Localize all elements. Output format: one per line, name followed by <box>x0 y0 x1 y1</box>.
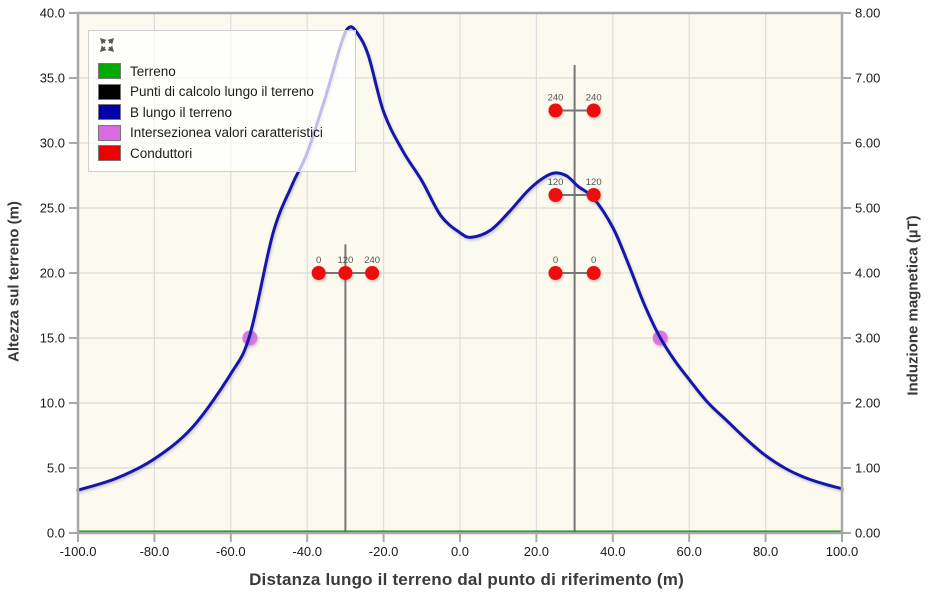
y-right-tick-label: 4.00 <box>855 266 880 281</box>
legend-item: Terreno <box>98 61 346 82</box>
x-axis-title: Distanza lungo il terreno dal punto di r… <box>249 570 684 589</box>
y-right-tick-label: 1.00 <box>855 461 880 476</box>
x-tick-label: 40.0 <box>600 544 625 559</box>
y-right-tick-label: 0.00 <box>855 526 880 541</box>
expand-arrows-icon[interactable] <box>99 37 115 53</box>
y-left-tick-label: 5.0 <box>47 461 65 476</box>
legend-swatch <box>98 63 121 80</box>
legend-swatch <box>98 104 121 121</box>
conductor-phase-label: 240 <box>548 93 564 104</box>
conductor-phase-label: 120 <box>337 255 353 266</box>
conductor-dot <box>548 188 563 202</box>
legend-item: Punti di calcolo lungo il terreno <box>98 82 346 103</box>
y-right-tick-label: 5.00 <box>855 201 880 216</box>
legend: Terreno Punti di calcolo lungo il terreno… <box>88 30 356 172</box>
x-tick-label: 20.0 <box>524 544 549 559</box>
x-tick-label: -40.0 <box>292 544 322 559</box>
y-right-axis-title: Induzione magnetica (µT) <box>904 215 922 396</box>
legend-item: B lungo il terreno <box>98 102 346 123</box>
legend-item-label: Intersezionea valori caratteristici <box>130 125 323 141</box>
conductor-phase-label: 0 <box>553 255 558 266</box>
conductor-phase-label: 0 <box>316 255 321 266</box>
y-right-tick-label: 8.00 <box>855 6 880 21</box>
plot-frame <box>76 11 844 535</box>
y-left-tick-label: 35.0 <box>40 71 65 86</box>
x-tick-label: -80.0 <box>140 544 170 559</box>
y-left-axis-title: Altezza sul terreno (m) <box>5 201 23 362</box>
y-right-tick-label: 7.00 <box>855 71 880 86</box>
conductor-dot <box>586 103 601 118</box>
y-left-tick-label: 0.0 <box>47 526 65 541</box>
conductor-dot <box>311 266 326 280</box>
x-tick-label: 100.0 <box>826 544 859 559</box>
conductor-phase-label: 0 <box>591 255 596 266</box>
y-right-tick-label: 6.00 <box>855 136 880 151</box>
conductor-dot <box>586 266 601 280</box>
x-tick-label: -100.0 <box>60 544 97 559</box>
b-field-curve <box>76 25 844 492</box>
conductor-dot <box>365 266 380 280</box>
x-tick-label: 80.0 <box>753 544 778 559</box>
y-right-tick-label: 2.00 <box>855 396 880 411</box>
legend-item-label: B lungo il terreno <box>130 104 233 120</box>
y-left-tick-label: 15.0 <box>40 331 65 346</box>
legend-item-label: Punti di calcolo lungo il terreno <box>130 84 314 100</box>
conductor-phase-label: 120 <box>586 177 602 188</box>
y-right-tick-label: 3.00 <box>855 331 880 346</box>
conductor-phase-label: 120 <box>548 177 564 188</box>
legend-item-label: Conduttori <box>130 145 193 161</box>
y-left-tick-label: 10.0 <box>40 396 65 411</box>
conductor-phase-label: 240 <box>364 255 380 266</box>
x-tick-label: -60.0 <box>216 544 246 559</box>
y-left-tick-label: 30.0 <box>40 136 65 151</box>
legend-swatch <box>98 124 121 141</box>
x-tick-label: -20.0 <box>369 544 399 559</box>
conductor-dot <box>586 188 601 202</box>
y-left-tick-label: 25.0 <box>40 201 65 216</box>
conductor-dot <box>548 103 563 118</box>
x-tick-label: 60.0 <box>677 544 702 559</box>
legend-swatch <box>98 145 121 162</box>
y-left-tick-label: 20.0 <box>40 266 65 281</box>
conductor-dot <box>548 266 563 280</box>
legend-item: Conduttori <box>98 143 346 164</box>
legend-item: Intersezionea valori caratteristici <box>98 123 346 144</box>
legend-item-label: Terreno <box>130 63 176 79</box>
y-left-tick-label: 40.0 <box>40 6 65 21</box>
conductor-dot <box>338 266 353 280</box>
legend-swatch <box>98 83 121 100</box>
x-tick-label: 0.0 <box>451 544 469 559</box>
conductor-phase-label: 240 <box>586 93 602 104</box>
